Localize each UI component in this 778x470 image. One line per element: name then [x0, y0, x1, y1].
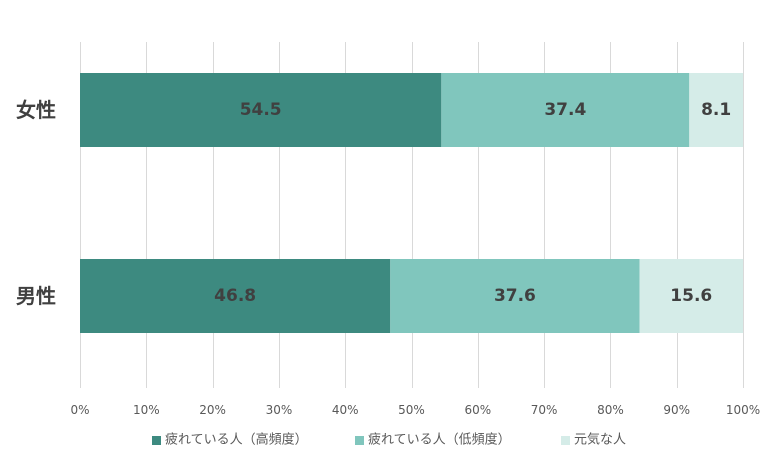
x-tick-label: 100% [726, 403, 760, 417]
x-tick-label: 80% [597, 403, 624, 417]
legend-swatch-1 [152, 436, 161, 445]
bars: 54.5 37.4 8.1 46.8 37.6 15.6 [80, 73, 743, 333]
bar-segment-3-1 [689, 73, 743, 147]
data-label: 46.8 [214, 286, 256, 306]
bar-segment-1-1 [80, 73, 442, 147]
data-label: 37.6 [494, 286, 536, 306]
x-tick-label: 70% [531, 403, 558, 417]
data-label: 54.5 [240, 100, 282, 120]
legend-label-3: 元気な人 [574, 432, 626, 448]
x-tick-label: 0% [70, 403, 89, 417]
x-tick-label: 20% [199, 403, 226, 417]
category-label: 男性 [16, 284, 56, 308]
x-tick-label: 90% [663, 403, 690, 417]
x-tick-label: 50% [398, 403, 425, 417]
x-tick-label: 30% [266, 403, 293, 417]
x-tick-label: 60% [464, 403, 491, 417]
x-tick-label: 10% [133, 403, 160, 417]
data-label: 37.4 [544, 100, 586, 120]
data-label: 15.6 [670, 286, 712, 306]
legend-swatch-2 [355, 436, 364, 445]
bar-segment-2-2 [390, 259, 640, 333]
bar-segment-3-2 [639, 259, 743, 333]
category-label: 女性 [16, 98, 56, 122]
legend-swatch-3 [561, 436, 570, 445]
legend-label-2: 疲れている人（低頻度） [368, 432, 511, 448]
bar-segment-2-1 [441, 73, 690, 147]
x-tick-label: 40% [332, 403, 359, 417]
value-axis: 0% 10% 20% 30% 40% 50% 60% 70% 80% 90% 100% [70, 403, 760, 417]
bar-segment-1-2 [80, 259, 391, 333]
legend: 疲れている人（高頻度） 疲れている人（低頻度） 元気な人 [152, 432, 626, 448]
legend-label-1: 疲れている人（高頻度） [165, 432, 308, 448]
data-label: 8.1 [701, 100, 731, 120]
